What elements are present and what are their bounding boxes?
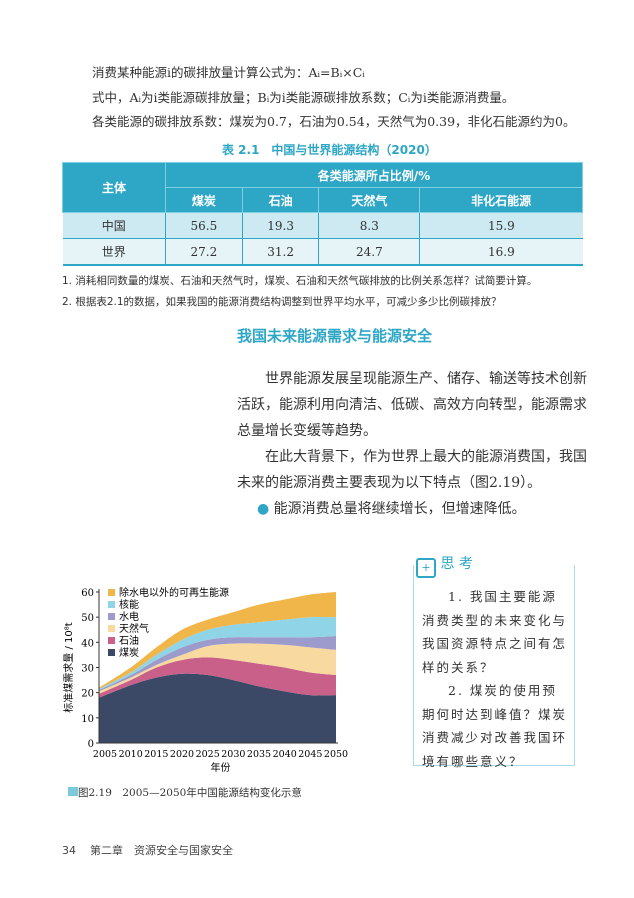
legend-label: 除水电以外的可再生能源 bbox=[119, 586, 229, 599]
y-tick-label: 60 bbox=[81, 588, 94, 599]
legend-swatch bbox=[108, 613, 115, 620]
legend-swatch bbox=[108, 589, 115, 596]
x-tick-label: 2005 bbox=[93, 749, 117, 760]
x-tick-label: 2010 bbox=[119, 749, 143, 760]
row-label: 中国 bbox=[62, 212, 166, 239]
legend-label: 水电 bbox=[119, 610, 139, 623]
cell: 19.3 bbox=[241, 212, 319, 239]
question-2: 2. 根据表2.1的数据，如果我国的能源消费结构调整到世界平均水平，可减少多少比… bbox=[62, 296, 502, 308]
section-title: 我国未来能源需求与能源安全 bbox=[237, 327, 433, 345]
col-nonfossil: 非化石能源 bbox=[419, 187, 583, 213]
x-tick-label: 2020 bbox=[170, 749, 194, 760]
row-label: 世界 bbox=[62, 238, 166, 266]
x-tick-label: 2030 bbox=[221, 749, 245, 760]
paragraph-line: 活跃，能源利用向清洁、低碳、高效方向转型，能源需求 bbox=[237, 397, 587, 413]
y-tick-label: 30 bbox=[81, 664, 94, 675]
formula-line-3: 各类能源的碳排放系数：煤炭为0.7，石油为0.54，天然气为0.39，非化石能源… bbox=[92, 114, 576, 129]
y-axis-label: 标准煤需求量 / 10⁸t bbox=[62, 622, 75, 712]
legend-swatch bbox=[108, 625, 115, 632]
cell: 15.9 bbox=[419, 212, 583, 239]
legend-label: 石油 bbox=[119, 634, 139, 647]
paragraph-line: 未来的能源消费主要表现为以下特点（图2.19）。 bbox=[237, 475, 542, 491]
page-number: 34 bbox=[62, 844, 76, 857]
legend-swatch bbox=[108, 601, 115, 608]
legend-label: 核能 bbox=[119, 598, 139, 611]
area-series-5 bbox=[99, 592, 336, 689]
y-tick-label: 0 bbox=[88, 739, 94, 750]
figure-caption: 图2.19 2005—2050年中国能源结构变化示意 bbox=[78, 787, 302, 799]
y-tick-label: 10 bbox=[81, 714, 94, 725]
x-tick-label: 2015 bbox=[144, 749, 168, 760]
think-title: 思 考 bbox=[440, 556, 473, 572]
x-axis-label: 年份 bbox=[211, 761, 231, 774]
chapter-title: 第二章 资源安全与国家安全 bbox=[90, 844, 233, 857]
question-1: 1. 消耗相同数量的煤炭、石油和天然气时，煤炭、石油和天然气碳排放的比例关系怎样… bbox=[62, 275, 538, 287]
y-tick-label: 50 bbox=[81, 613, 94, 624]
think-header: + 思 考 bbox=[416, 553, 473, 578]
formula-line-1: 消费某种能源i的碳排放量计算公式为：Aᵢ=Bᵢ×Cᵢ bbox=[92, 65, 365, 80]
cell: 8.3 bbox=[318, 212, 420, 239]
y-tick-label: 40 bbox=[81, 638, 94, 649]
think-question-2: 2. 煤炭的使用预期何时达到峰值？煤炭消费减少对改善我国环境有哪些意义？ bbox=[422, 683, 568, 769]
think-box: 1. 我国主要能源消费类型的未来变化与我国资源特点之间有怎样的关系？ 2. 煤炭的… bbox=[413, 565, 575, 769]
area-series-1 bbox=[99, 657, 336, 698]
x-tick-label: 2050 bbox=[324, 749, 348, 760]
x-tick-label: 2035 bbox=[247, 749, 271, 760]
paragraph-line: 在此大背景下，作为世界上最大的能源消费国，我国 bbox=[265, 449, 587, 465]
area-series-3 bbox=[99, 636, 336, 692]
paragraph-line: 总量增长变缓等趋势。 bbox=[237, 423, 377, 439]
cell: 56.5 bbox=[165, 212, 243, 239]
legend-swatch bbox=[108, 637, 115, 644]
cell: 27.2 bbox=[165, 238, 243, 266]
figure-marker-icon bbox=[68, 787, 78, 796]
table-row: 世界 27.2 31.2 24.7 16.9 bbox=[62, 238, 583, 266]
x-tick-label: 2025 bbox=[196, 749, 220, 760]
legend-label: 天然气 bbox=[119, 622, 149, 635]
table-caption: 表 2.1 中国与世界能源结构（2020） bbox=[222, 143, 437, 157]
area-series-0 bbox=[99, 673, 336, 743]
x-tick-label: 2045 bbox=[298, 749, 322, 760]
think-question-1: 1. 我国主要能源消费类型的未来变化与我国资源特点之间有怎样的关系？ bbox=[422, 589, 568, 675]
cell: 24.7 bbox=[318, 238, 420, 266]
area-series-4 bbox=[99, 616, 336, 691]
table-row: 中国 56.5 19.3 8.3 15.9 bbox=[62, 212, 583, 239]
energy-structure-table: 主体 各类能源所占比例/% 煤炭 石油 天然气 非化石能源 中国 56.5 19.3 8.3 1… bbox=[62, 162, 583, 266]
formula-line-2: 式中，Aᵢ为i类能源碳排放量；Bᵢ为i类能源碳排放系数；Cᵢ为i类能源消费量。 bbox=[92, 90, 515, 105]
col-gas: 天然气 bbox=[318, 187, 421, 213]
header-subject: 主体 bbox=[62, 162, 166, 213]
cell: 16.9 bbox=[419, 238, 583, 266]
y-tick-label: 20 bbox=[81, 689, 94, 700]
col-coal: 煤炭 bbox=[165, 187, 243, 213]
cell: 31.2 bbox=[241, 238, 319, 266]
legend-label: 煤炭 bbox=[119, 646, 139, 659]
legend-swatch bbox=[108, 649, 115, 656]
x-tick-label: 2040 bbox=[273, 749, 297, 760]
bullet-text: 能源消费总量将继续增长，但增速降低。 bbox=[273, 501, 526, 517]
col-oil: 石油 bbox=[241, 187, 320, 213]
bullet-icon: ● bbox=[257, 501, 270, 517]
area-series-2 bbox=[99, 643, 336, 694]
header-group: 各类能源所占比例/% bbox=[165, 162, 583, 188]
paragraph-line: 世界能源发展呈现能源生产、储存、输送等技术创新 bbox=[265, 371, 587, 387]
think-icon: + bbox=[416, 558, 436, 578]
